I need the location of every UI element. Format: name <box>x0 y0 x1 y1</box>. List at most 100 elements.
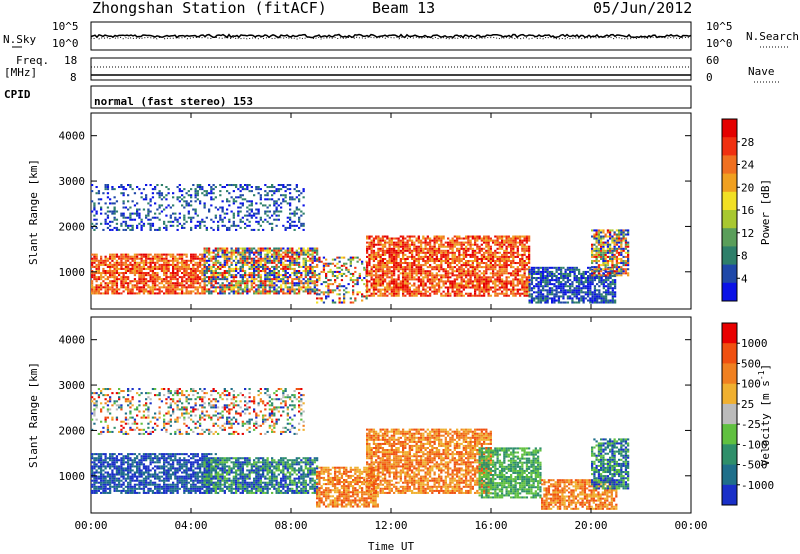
heatmap-cell <box>194 257 197 260</box>
heatmap-cell <box>442 243 445 246</box>
heatmap-cell <box>266 251 269 254</box>
heatmap-cell <box>190 276 193 279</box>
heatmap-cell <box>537 297 540 300</box>
heatmap-cell <box>438 260 441 263</box>
heatmap-cell <box>311 274 314 277</box>
heatmap-cell <box>487 264 490 267</box>
heatmap-cell <box>131 255 134 258</box>
heatmap-cell <box>120 255 123 258</box>
heatmap-cell <box>366 245 369 248</box>
heatmap-cell <box>230 257 233 260</box>
heatmap-cell <box>167 282 170 285</box>
heatmap-cell <box>124 267 128 270</box>
heatmap-cell <box>244 249 247 252</box>
heatmap-cell <box>187 278 190 281</box>
heatmap-cell <box>111 292 114 295</box>
heatmap-cell <box>235 251 238 254</box>
heatmap-cell <box>304 265 307 268</box>
heatmap-cell <box>551 299 554 302</box>
heatmap-cell <box>404 294 407 297</box>
heatmap-cell <box>395 249 398 252</box>
heatmap-cell <box>120 212 123 215</box>
heatmap-cell <box>516 253 519 256</box>
heatmap-cell <box>611 295 614 298</box>
heatmap-cell <box>471 280 474 283</box>
heatmap-cell <box>539 289 543 292</box>
heatmap-cell <box>465 260 468 263</box>
heatmap-cell <box>573 279 576 282</box>
heatmap-cell <box>109 274 112 277</box>
heatmap-cell <box>422 237 425 240</box>
heatmap-cell <box>239 184 242 187</box>
heatmap-cell <box>257 186 260 189</box>
heatmap-cell <box>546 279 549 282</box>
heatmap-cell <box>289 184 292 187</box>
heatmap-cell <box>151 188 155 191</box>
heatmap-cell <box>185 278 188 281</box>
heatmap-cell <box>607 299 610 302</box>
heatmap-cell <box>104 184 107 187</box>
heatmap-cell <box>397 247 400 250</box>
heatmap-cell <box>453 278 456 281</box>
heatmap-cell <box>131 265 134 268</box>
heatmap-cell <box>465 247 468 250</box>
heatmap-cell <box>109 198 112 201</box>
heatmap-cell <box>440 249 443 252</box>
heatmap-cell <box>399 284 402 287</box>
heatmap-cell <box>226 257 229 260</box>
heatmap-cell <box>115 265 119 268</box>
heatmap-cell <box>271 222 274 225</box>
heatmap-cell <box>241 274 244 277</box>
heatmap-cell <box>530 287 534 290</box>
heatmap-cell <box>352 258 355 261</box>
heatmap-cell <box>309 270 312 273</box>
heatmap-cell <box>178 190 181 193</box>
heatmap-cell <box>377 270 380 273</box>
heatmap-cell <box>388 241 391 244</box>
heatmap-cell <box>208 263 211 266</box>
heatmap-cell <box>597 253 601 256</box>
heatmap-cell <box>172 224 175 227</box>
heatmap-cell <box>485 286 488 289</box>
heatmap-cell <box>451 286 454 289</box>
heatmap-cell <box>624 272 628 275</box>
heatmap-cell <box>203 261 206 264</box>
heatmap-cell <box>393 274 396 277</box>
heatmap-cell <box>591 262 594 265</box>
heatmap-cell <box>338 256 341 259</box>
heatmap-cell <box>429 274 432 277</box>
heatmap-cell <box>431 284 434 287</box>
heatmap-cell <box>138 290 141 293</box>
heatmap-cell <box>564 283 567 286</box>
heatmap-cell <box>140 220 143 223</box>
heatmap-cell <box>286 265 289 268</box>
heatmap-cell <box>122 267 125 270</box>
heatmap-cell <box>138 272 141 275</box>
heatmap-cell <box>456 278 459 281</box>
heatmap-cell <box>604 251 607 254</box>
heatmap-cell <box>597 235 601 238</box>
heatmap-cell <box>111 272 114 275</box>
heatmap-cell <box>480 280 483 283</box>
heatmap-cell <box>426 280 429 283</box>
heatmap-cell <box>598 295 601 298</box>
heatmap-cell <box>528 276 531 279</box>
heatmap-cell <box>537 299 540 302</box>
heatmap-cell <box>476 239 479 242</box>
heatmap-cell <box>615 235 619 238</box>
heatmap-cell <box>277 251 280 254</box>
heatmap-cell <box>627 258 630 261</box>
heatmap-cell <box>149 210 152 213</box>
heatmap-cell <box>413 243 416 246</box>
heatmap-cell <box>307 255 310 258</box>
heatmap-cell <box>223 253 226 256</box>
heatmap-cell <box>244 255 247 258</box>
heatmap-cell <box>444 253 447 256</box>
heatmap-cell <box>413 262 416 265</box>
heatmap-cell <box>523 262 526 265</box>
heatmap-cell <box>196 267 199 270</box>
heatmap-cell <box>433 276 436 279</box>
heatmap-cell <box>379 280 382 283</box>
heatmap-cell <box>593 277 597 280</box>
heatmap-cell <box>542 268 545 271</box>
